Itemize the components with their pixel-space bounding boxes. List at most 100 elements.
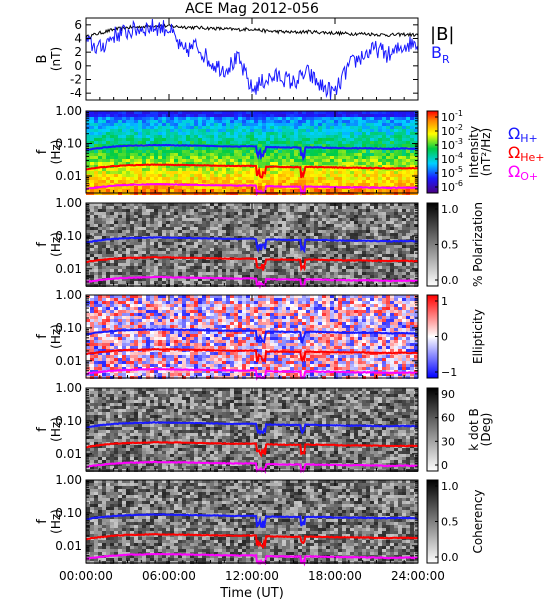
panel-frame	[85, 294, 419, 379]
colorbar	[426, 110, 439, 194]
colorbar-tick-label: 0.5	[441, 239, 459, 252]
y-axis-units: (Hz)	[49, 417, 63, 442]
legend-omega-1: ΩHe+	[508, 143, 545, 164]
y-tick-label: 1.00	[55, 381, 82, 395]
y-axis-label: f	[35, 149, 50, 154]
legend-omega-0: ΩH+	[508, 124, 538, 145]
colorbar-tick-label: 30	[441, 435, 455, 448]
y-axis-label: f	[35, 334, 50, 339]
y-axis-units: (Hz)	[49, 509, 63, 534]
x-tick-label: 12:00:00	[225, 569, 279, 583]
y-axis-label: f	[35, 519, 50, 524]
colorbar-units: (Deg)	[479, 413, 493, 447]
y-tick-label: 4	[74, 32, 82, 46]
gyro-line-hplus	[85, 513, 419, 529]
x-tick-label: 24:00:00	[391, 569, 445, 583]
panel-frame	[85, 387, 419, 472]
y-axis-units: (nT)	[49, 47, 63, 71]
panel-frame	[85, 479, 419, 564]
y-tick-label: 0.10	[55, 229, 82, 243]
colorbar-tick-label: 1.0	[441, 203, 459, 216]
panel-frame	[85, 110, 419, 194]
colorbar-units: (nT²/Hz)	[479, 128, 493, 176]
y-tick-label: 0.01	[55, 169, 82, 183]
y-tick-label: 1.00	[55, 196, 82, 210]
gyro-line-hplus	[85, 328, 419, 344]
x-tick-label: 18:00:00	[308, 569, 362, 583]
y-axis-units: (Hz)	[49, 140, 63, 165]
y-tick-label: 1.00	[55, 288, 82, 302]
gyro-line-oplus	[85, 367, 419, 381]
panel-frame	[85, 17, 419, 101]
colorbar-label: Ellipticity	[471, 309, 485, 364]
gyro-line-oplus	[85, 552, 419, 567]
colorbar	[426, 387, 439, 472]
colorbar-tick-label: 0	[441, 459, 448, 472]
x-tick-labels: 00:00:00 06:00:00 12:00:00 18:00:00 24:00:00	[59, 569, 445, 583]
y-tick-label: 6	[74, 18, 82, 32]
colorbar-label: k dot B	[467, 408, 481, 450]
y-tick-label: -2	[70, 73, 82, 87]
gyro-line-heplus	[85, 163, 419, 179]
gyro-line-hplus	[85, 421, 419, 436]
gyro-line-hplus	[85, 143, 418, 162]
colorbar-tick-label: 10-5	[441, 165, 463, 180]
panel-frame	[85, 202, 419, 287]
panel-2: 1.00 0.10 0.01 10-110-210-310-410-510-6 Inte…	[35, 104, 545, 197]
colorbar-tick-label: 10-1	[441, 109, 463, 124]
gyro-line-hplus	[85, 236, 419, 254]
gyro-line-heplus	[85, 255, 419, 272]
y-tick-label: 0.01	[55, 262, 82, 276]
panel-4: 1.00 0.10 0.01 1 0 −1 Ellipticity f (Hz)	[35, 288, 485, 381]
heatmap-cells	[86, 203, 418, 287]
y-axis-label: f	[35, 242, 50, 247]
colorbar-tick-label: 1	[441, 295, 448, 308]
colorbar-tick-label: −1	[441, 366, 457, 379]
panel-3: 1.00 0.10 0.01 1.0 0.5 0.0 % Polarization f (Hz)	[35, 196, 485, 289]
y-axis-label: B	[35, 55, 50, 64]
colorbar-tick-label: 10-4	[441, 151, 463, 166]
heatmap-cells	[86, 388, 418, 472]
gyro-line-oplus	[85, 182, 419, 197]
colorbar-tick-label: 60	[441, 412, 455, 425]
colorbar-tick-label: 10-3	[441, 137, 463, 152]
legend: |B|BR	[430, 24, 454, 66]
heatmap-cells	[86, 480, 418, 564]
y-axis-units: (Hz)	[49, 324, 63, 349]
y-tick-label: 2	[74, 45, 82, 59]
colorbar-tick-label: 0.5	[441, 516, 459, 529]
y-axis-units: (Hz)	[49, 232, 63, 257]
colorbar-label: Coherency	[471, 489, 485, 553]
y-tick-label: 0	[74, 59, 82, 73]
panel-5: 1.00 0.10 0.01 90 60 30 0 k dot B(Deg) f (Hz)	[35, 381, 493, 475]
gyro-line-oplus	[86, 460, 419, 475]
y-tick-label: 0.01	[55, 447, 82, 461]
legend-b-total: |B|	[430, 24, 454, 45]
colorbar-tick-label: 1.0	[441, 480, 459, 493]
heatmap-cells	[86, 111, 418, 195]
y-tick-label: 0.01	[55, 354, 82, 368]
y-tick-label: 0.10	[55, 137, 82, 151]
x-axis-label: Time (UT)	[219, 586, 284, 600]
colorbar-label: % Polarization	[471, 202, 485, 287]
colorbar-tick-label: 10-6	[441, 179, 463, 194]
y-tick-label: 0.10	[55, 506, 82, 520]
heatmap-cells	[86, 295, 418, 379]
colorbar-label: Intensity	[467, 126, 481, 178]
gyro-line-heplus	[85, 532, 419, 549]
colorbar-tick-label: 10-2	[441, 123, 463, 138]
legend-b-r: BR	[431, 43, 450, 66]
panel-6: 1.00 0.10 0.01 1.0 0.5 0.0 Coherency f (Hz)	[35, 473, 485, 567]
gyro-line-oplus	[85, 275, 419, 289]
series-line-b-total	[85, 23, 419, 39]
y-tick-label: 1.00	[55, 473, 82, 487]
gyro-line-heplus	[85, 347, 419, 364]
colorbar-tick-label: 0.0	[441, 551, 459, 564]
y-tick-label: 1.00	[55, 104, 82, 118]
colorbar-tick-label: 90	[441, 388, 455, 401]
y-tick-label: 0.10	[55, 321, 82, 335]
series-line-b-r	[85, 18, 419, 100]
y-tick-label: -4	[70, 86, 82, 100]
figure-title: ACE Mag 2012-056	[185, 1, 319, 17]
